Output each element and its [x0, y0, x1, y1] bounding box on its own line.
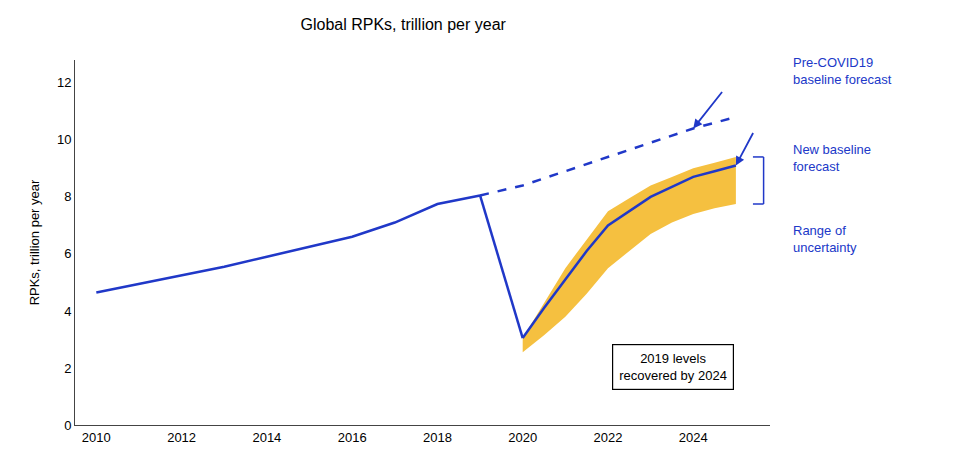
svg-text:Global RPKs, trillion per year: Global RPKs, trillion per year — [300, 16, 506, 33]
svg-text:New baselineforecast: New baselineforecast — [793, 142, 871, 174]
svg-text:2012: 2012 — [167, 430, 196, 445]
svg-text:2014: 2014 — [252, 430, 281, 445]
svg-text:8: 8 — [64, 189, 71, 204]
svg-text:Range ofuncertainty: Range ofuncertainty — [793, 223, 857, 255]
svg-text:2: 2 — [64, 361, 71, 376]
svg-text:12: 12 — [57, 75, 71, 90]
svg-text:4: 4 — [64, 303, 71, 318]
svg-text:2024: 2024 — [679, 430, 708, 445]
svg-text:0: 0 — [64, 418, 71, 433]
svg-text:6: 6 — [64, 246, 71, 261]
svg-text:Pre-COVID19baseline forecast: Pre-COVID19baseline forecast — [793, 55, 892, 87]
svg-text:RPKs, trillion per year: RPKs, trillion per year — [27, 179, 42, 305]
svg-text:2020: 2020 — [508, 430, 537, 445]
svg-text:2016: 2016 — [338, 430, 367, 445]
svg-text:10: 10 — [57, 132, 71, 147]
svg-text:2019 levelsrecovered by 2024: 2019 levelsrecovered by 2024 — [619, 351, 727, 383]
svg-text:2018: 2018 — [423, 430, 452, 445]
svg-text:2010: 2010 — [82, 430, 111, 445]
svg-text:2022: 2022 — [594, 430, 623, 445]
